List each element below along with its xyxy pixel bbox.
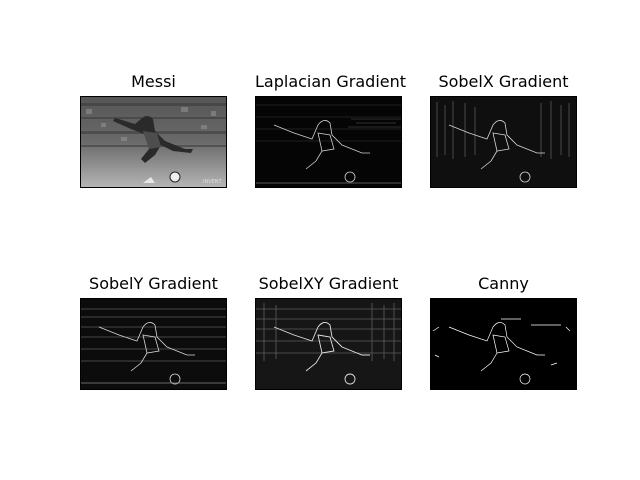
panel-title: SobelX Gradient: [438, 72, 569, 91]
sobelxy-image: [255, 298, 402, 390]
panel-title: Messi: [131, 72, 176, 91]
panel-title: Laplacian Gradient: [255, 72, 407, 91]
panel-sobelxy: SobelXY Gradient: [255, 274, 402, 390]
panel-sobelx: SobelX Gradient: [430, 72, 577, 188]
laplacian-image: [255, 96, 402, 188]
panel-title: SobelY Gradient: [89, 274, 218, 293]
panel-sobely: SobelY Gradient: [80, 274, 227, 390]
sobelx-image: [430, 96, 577, 188]
messi-image: INVENT: [80, 96, 227, 188]
panel-canny: Canny: [430, 274, 577, 390]
panel-messi: Messi: [80, 72, 227, 188]
panel-title: Canny: [478, 274, 529, 293]
canny-image: [430, 298, 577, 390]
sobely-image: [80, 298, 227, 390]
svg-text:INVENT: INVENT: [203, 179, 223, 185]
panel-title: SobelXY Gradient: [258, 274, 399, 293]
panel-laplacian: Laplacian Gradient: [255, 72, 407, 188]
